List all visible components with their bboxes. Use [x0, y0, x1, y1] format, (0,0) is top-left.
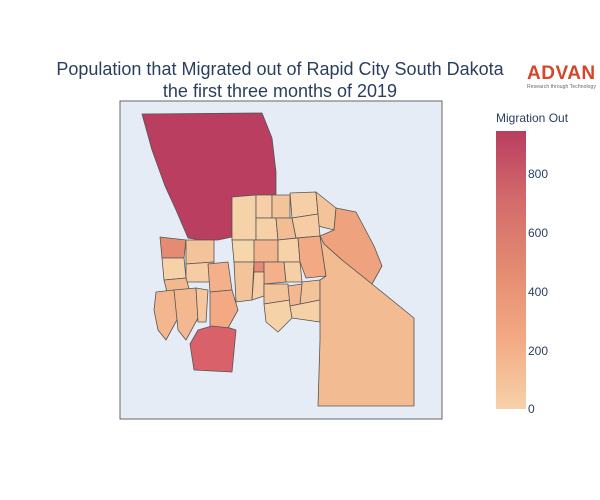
region-c12[interactable]	[233, 261, 255, 303]
region-c15[interactable]	[283, 261, 303, 283]
colorbar-tick: 200	[528, 344, 549, 358]
region-c19[interactable]	[297, 235, 327, 279]
region-c13[interactable]	[253, 261, 265, 273]
colorbar	[496, 131, 526, 409]
region-c2[interactable]	[231, 239, 257, 263]
region-c21[interactable]	[287, 283, 303, 307]
colorbar-tick: 400	[528, 285, 549, 299]
region-c6[interactable]	[315, 191, 337, 231]
title-line-1: Population that Migrated out of Rapid Ci…	[56, 59, 504, 79]
region-c1[interactable]	[231, 194, 257, 241]
region-c4[interactable]	[271, 194, 291, 219]
logo-brand: ADVAN	[527, 63, 596, 84]
region-c11[interactable]	[277, 237, 301, 263]
region-west-2[interactable]	[161, 257, 187, 281]
region-c10[interactable]	[253, 239, 279, 263]
region-west-7[interactable]	[173, 287, 199, 341]
region-west-8[interactable]	[195, 287, 209, 323]
region-southeast[interactable]	[317, 235, 415, 407]
region-c18[interactable]	[263, 299, 293, 333]
region-c3[interactable]	[255, 194, 273, 219]
chart-title: Population that Migrated out of Rapid Ci…	[0, 58, 560, 102]
region-c16[interactable]	[251, 271, 265, 301]
advan-logo: ADVAN Research through Technology	[527, 64, 597, 94]
region-c5[interactable]	[289, 191, 319, 219]
colorbar-tick: 800	[528, 167, 549, 181]
title-line-2: the first three months of 2019	[162, 81, 398, 101]
region-west-10[interactable]	[209, 289, 239, 331]
region-south[interactable]	[189, 325, 237, 373]
colorbar-title: Migration Out	[496, 111, 569, 125]
region-west-9[interactable]	[207, 261, 233, 293]
colorbar-tick: 0	[528, 402, 535, 416]
colorbar-tick: 600	[528, 226, 549, 240]
region-west-1[interactable]	[159, 236, 187, 259]
region-c14[interactable]	[263, 261, 287, 285]
region-west-3[interactable]	[185, 239, 215, 265]
logo-tagline: Research through Technology	[527, 84, 597, 90]
region-c7[interactable]	[255, 217, 279, 241]
region-c9[interactable]	[291, 213, 321, 239]
